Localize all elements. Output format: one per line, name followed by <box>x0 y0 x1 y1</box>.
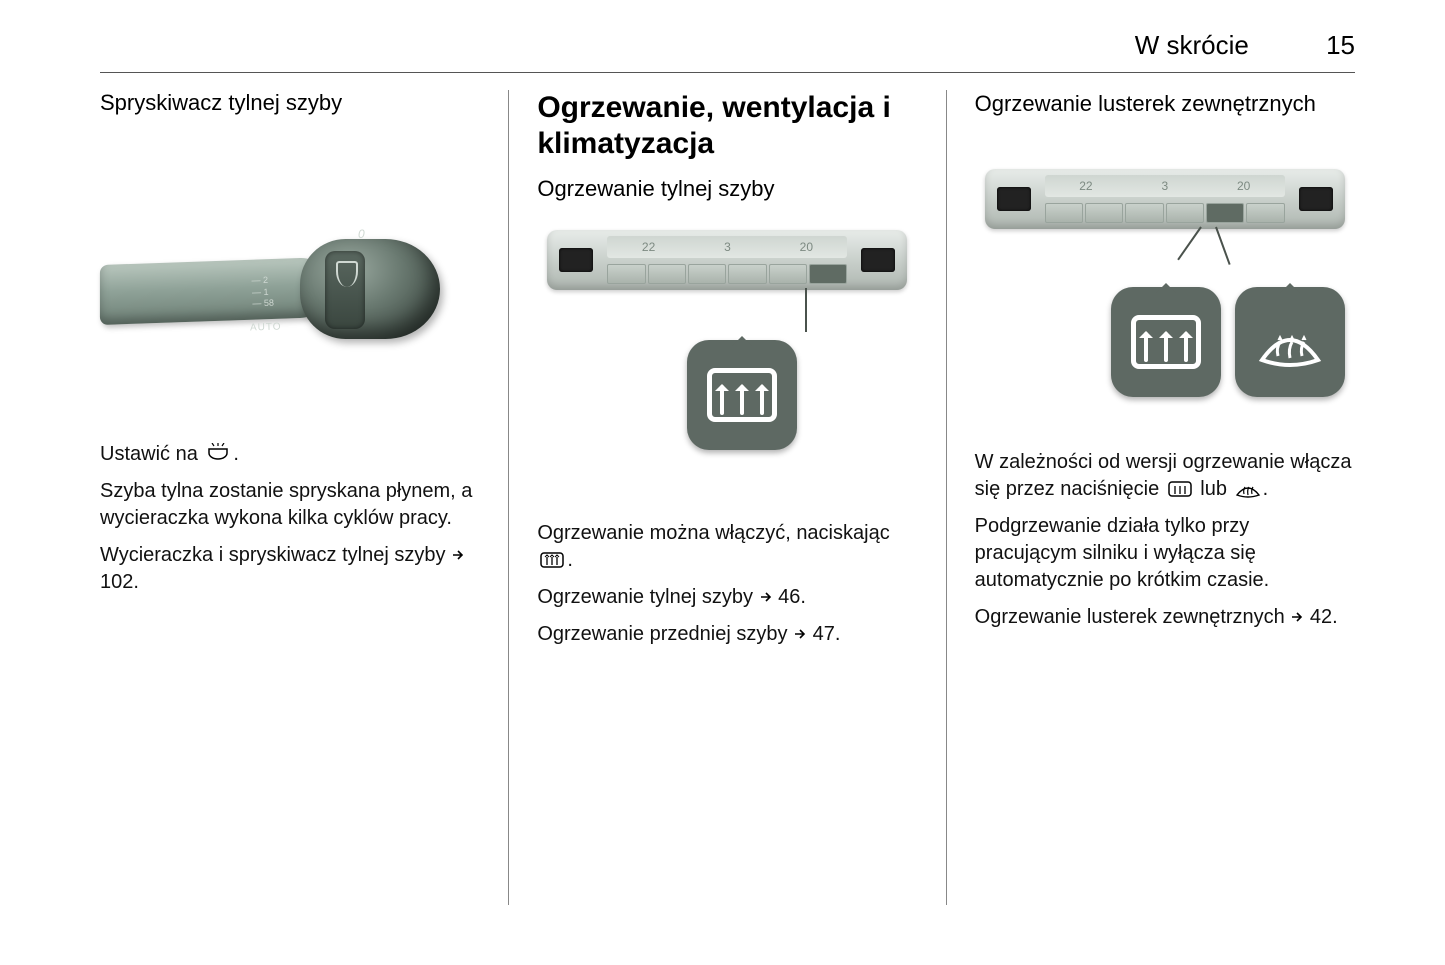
col3-heading: Ogrzewanie lusterek zewnętrznych <box>975 90 1355 119</box>
climate-display: 22 3 20 <box>607 236 847 258</box>
column-2: Ogrzewanie, wentylacja i klimatyzacja Og… <box>508 90 945 905</box>
col3-p1: W zależności od wersji ogrzewanie włącza… <box>975 449 1355 503</box>
stalk-zero-label: 0 <box>358 227 365 241</box>
col3-p3-ref: 42. <box>1310 606 1338 628</box>
col3-p3: Ogrzewanie lusterek zewnętrznych 42. <box>975 604 1355 631</box>
climate-temp-left: 22 <box>1079 179 1092 193</box>
climate-btn-3[interactable] <box>1125 203 1163 223</box>
column-1: Spryskiwacz tylnej szyby 0 — 2 — 1 — 58 … <box>100 90 508 905</box>
vent-slot-right <box>1299 187 1333 211</box>
rear-defrost-icon <box>1131 315 1201 369</box>
climate-panel: 22 3 20 <box>985 169 1345 229</box>
col3-p1-after: . <box>1263 478 1269 500</box>
climate-btn-5[interactable] <box>769 264 807 284</box>
col2-p1: Ogrzewanie można włączyć, naciskając . <box>537 520 917 574</box>
xref-arrow-icon <box>1290 605 1304 619</box>
col2-p2-ref: 46. <box>778 586 806 608</box>
climate-display: 22 3 20 <box>1045 175 1285 197</box>
col3-p3-before: Ogrzewanie lusterek zewnętrznych <box>975 606 1291 628</box>
vent-slot-left <box>559 248 593 272</box>
climate-btn-3[interactable] <box>688 264 726 284</box>
climate-btn-mirror-heat[interactable] <box>1206 203 1244 223</box>
col1-p2: Szyba tylna zostanie spryskana płynem, a… <box>100 478 480 532</box>
col2-sub-heading: Ogrzewanie tylnej szyby <box>537 176 917 202</box>
col2-p3-before: Ogrzewanie przedniej szyby <box>537 623 793 645</box>
climate-panel: 22 3 20 <box>547 230 907 290</box>
col2-p2-before: Ogrzewanie tylnej szyby <box>537 586 758 608</box>
wave-arrow <box>1144 332 1148 362</box>
stalk-tip <box>300 239 440 339</box>
callout-line <box>805 288 807 332</box>
xref-arrow-icon <box>451 543 465 557</box>
callout-pair <box>1111 287 1345 397</box>
xref-arrow-icon <box>793 622 807 636</box>
col2-p2: Ogrzewanie tylnej szyby 46. <box>537 584 917 611</box>
col2-p3: Ogrzewanie przedniej szyby 47. <box>537 621 917 648</box>
col3-climate-figure: 22 3 20 <box>975 169 1355 419</box>
wave-arrow <box>1184 332 1188 362</box>
stalk-marks: — 2 — 1 — 58 <box>251 275 274 311</box>
col3-p1-before: W zależności od wersji ogrzewanie włącza… <box>975 451 1352 500</box>
section-name: W skrócie <box>1135 30 1249 60</box>
climate-btn-6[interactable] <box>1246 203 1284 223</box>
col3-p2: Podgrzewanie działa tylko przy pracujący… <box>975 513 1355 594</box>
climate-btn-2[interactable] <box>1085 203 1123 223</box>
climate-btn-4[interactable] <box>1166 203 1204 223</box>
col1-p1-after: . <box>233 443 239 465</box>
wave-arrow <box>740 385 744 415</box>
rear-defrost-icon <box>707 368 777 422</box>
climate-fan-speed: 3 <box>1161 179 1168 193</box>
stalk-auto-label: AUTO <box>250 321 282 333</box>
col1-p3-before: Wycieraczka i spryskiwacz tylnej szyby <box>100 544 451 566</box>
page-number: 15 <box>1326 30 1355 60</box>
climate-btn-2[interactable] <box>648 264 686 284</box>
columns: Spryskiwacz tylnej szyby 0 — 2 — 1 — 58 … <box>100 90 1355 905</box>
stalk-body <box>100 257 330 325</box>
climate-btn-1[interactable] <box>607 264 645 284</box>
callout-line-right <box>1215 226 1231 264</box>
wave-arrow <box>720 385 724 415</box>
col1-p1: Ustawić na . <box>100 441 480 468</box>
rear-washer-inline-icon <box>203 443 233 465</box>
col3-p1-mid: lub <box>1195 478 1233 500</box>
climate-fan-speed: 3 <box>724 240 731 254</box>
col1-heading: Spryskiwacz tylnej szyby <box>100 90 480 116</box>
col2-climate-figure: 22 3 20 <box>537 230 917 490</box>
climate-button-row <box>1045 203 1285 223</box>
col2-p3-ref: 47. <box>813 623 841 645</box>
wave-arrow <box>760 385 764 415</box>
vent-slot-left <box>997 187 1031 211</box>
climate-btn-1[interactable] <box>1045 203 1083 223</box>
climate-btn-4[interactable] <box>728 264 766 284</box>
col2-p1-before: Ogrzewanie można włączyć, naciskając <box>537 522 889 544</box>
front-defrost-inline-icon <box>1233 478 1263 500</box>
col1-p1-before: Ustawić na <box>100 443 203 465</box>
page-header: W skrócie 15 <box>1135 30 1355 61</box>
climate-temp-right: 20 <box>800 240 813 254</box>
front-defrost-callout-icon <box>1235 287 1345 397</box>
climate-temp-left: 22 <box>642 240 655 254</box>
rear-defrost-inline-icon <box>537 549 567 571</box>
header-rule <box>100 72 1355 73</box>
climate-btn-rear-defrost[interactable] <box>809 264 847 284</box>
col2-p1-after: . <box>567 549 573 571</box>
rear-defrost-callout-icon <box>1111 287 1221 397</box>
col1-p3-ref: 102. <box>100 571 139 593</box>
col2-main-heading: Ogrzewanie, wentylacja i klimatyzacja <box>537 90 917 162</box>
col1-p3: Wycieraczka i spryskiwacz tylnej szyby 1… <box>100 542 480 596</box>
callout-line-left <box>1177 226 1202 260</box>
wiper-stalk-figure: 0 — 2 — 1 — 58 AUTO <box>100 171 440 381</box>
wave-arrow <box>1164 332 1168 362</box>
climate-button-row <box>607 264 847 284</box>
column-3: Ogrzewanie lusterek zewnętrznych 22 3 20 <box>946 90 1355 905</box>
climate-temp-right: 20 <box>1237 179 1250 193</box>
rear-defrost-callout-icon <box>687 340 797 450</box>
xref-arrow-icon <box>759 585 773 599</box>
vent-slot-right <box>861 248 895 272</box>
front-defrost-icon <box>1252 312 1328 372</box>
rear-defrost-inline-icon <box>1165 478 1195 500</box>
